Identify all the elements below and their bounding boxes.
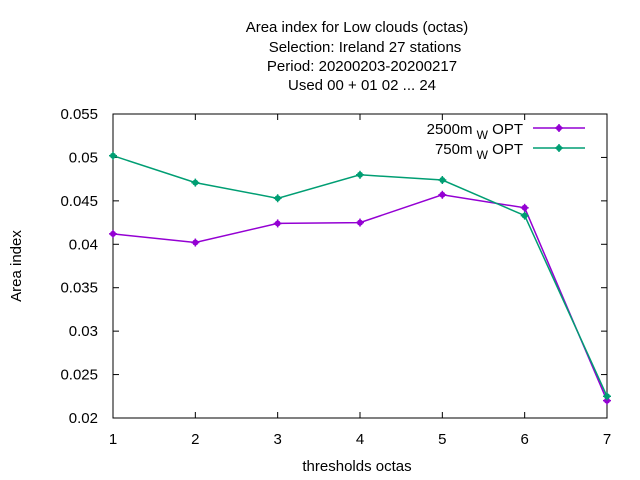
- series-2-point: [273, 194, 282, 203]
- legend-marker-2: [555, 144, 563, 152]
- x-tick-label: 4: [356, 431, 364, 448]
- plot-area: [112, 113, 608, 419]
- x-tick-label: 2: [191, 431, 199, 448]
- title-line-3: Period: 20200203-20200217: [267, 58, 457, 75]
- series-2-point: [438, 176, 447, 185]
- x-tick-label: 1: [109, 431, 117, 448]
- series-2-point: [109, 151, 117, 160]
- title-line-2: Selection: Ireland 27 stations: [269, 39, 462, 56]
- y-tick-label: 0.045: [60, 193, 98, 210]
- y-tick-label: 0.04: [69, 236, 98, 253]
- x-tick-label: 5: [438, 431, 446, 448]
- legend-suffix: OPT: [488, 121, 523, 138]
- legend-subscript: W: [477, 148, 489, 162]
- series-1: [109, 190, 611, 405]
- series-2-point: [603, 392, 611, 401]
- y-tick-label: 0.025: [60, 367, 98, 384]
- x-tick-label: 6: [520, 431, 528, 448]
- title-line-4: Used 00 + 01 02 ... 24: [288, 77, 436, 94]
- series-2-line: [112, 154, 608, 397]
- y-tick-label: 0.03: [69, 323, 98, 340]
- series-1-point: [438, 190, 447, 199]
- y-tick-label: 0.05: [69, 149, 98, 166]
- legend-subscript: W: [477, 128, 489, 142]
- y-axis-ticks: 0.02 0.025 0.03 0.035 0.04 0.045 0.05 0.055: [60, 106, 607, 427]
- series-1-point: [191, 238, 200, 247]
- series-2: [109, 151, 611, 401]
- series-1-point: [356, 218, 364, 227]
- plot-frame: [112, 113, 608, 419]
- y-tick-label: 0.035: [60, 280, 98, 297]
- legend-name: 2500m: [427, 121, 477, 138]
- legend-label-2: 750m W OPT: [435, 141, 523, 162]
- title-line-1: Area index for Low clouds (octas): [246, 19, 469, 36]
- legend-name: 750m: [435, 141, 477, 158]
- chart-title: Area index for Low clouds (octas) Select…: [246, 19, 469, 94]
- series-2-point: [191, 178, 200, 187]
- series-1-point: [603, 396, 611, 405]
- x-tick-label: 3: [273, 431, 281, 448]
- series-1-point: [520, 203, 529, 212]
- x-axis-label: thresholds octas: [302, 458, 411, 475]
- y-tick-label: 0.02: [69, 410, 98, 427]
- y-tick-label: 0.055: [60, 106, 98, 123]
- legend-label-1: 2500m W OPT: [427, 121, 523, 142]
- series-layer: [109, 151, 611, 405]
- x-tick-label: 7: [603, 431, 611, 448]
- x-axis-ticks: 1 2 3 4 5 6 7: [109, 114, 611, 448]
- series-1-point: [273, 219, 282, 228]
- series-2-point: [520, 211, 529, 220]
- y-axis-label: Area index: [8, 230, 25, 302]
- legend-marker-1: [555, 124, 563, 132]
- legend-suffix: OPT: [488, 141, 523, 158]
- series-1-point: [109, 229, 117, 238]
- series-2-point: [356, 170, 364, 179]
